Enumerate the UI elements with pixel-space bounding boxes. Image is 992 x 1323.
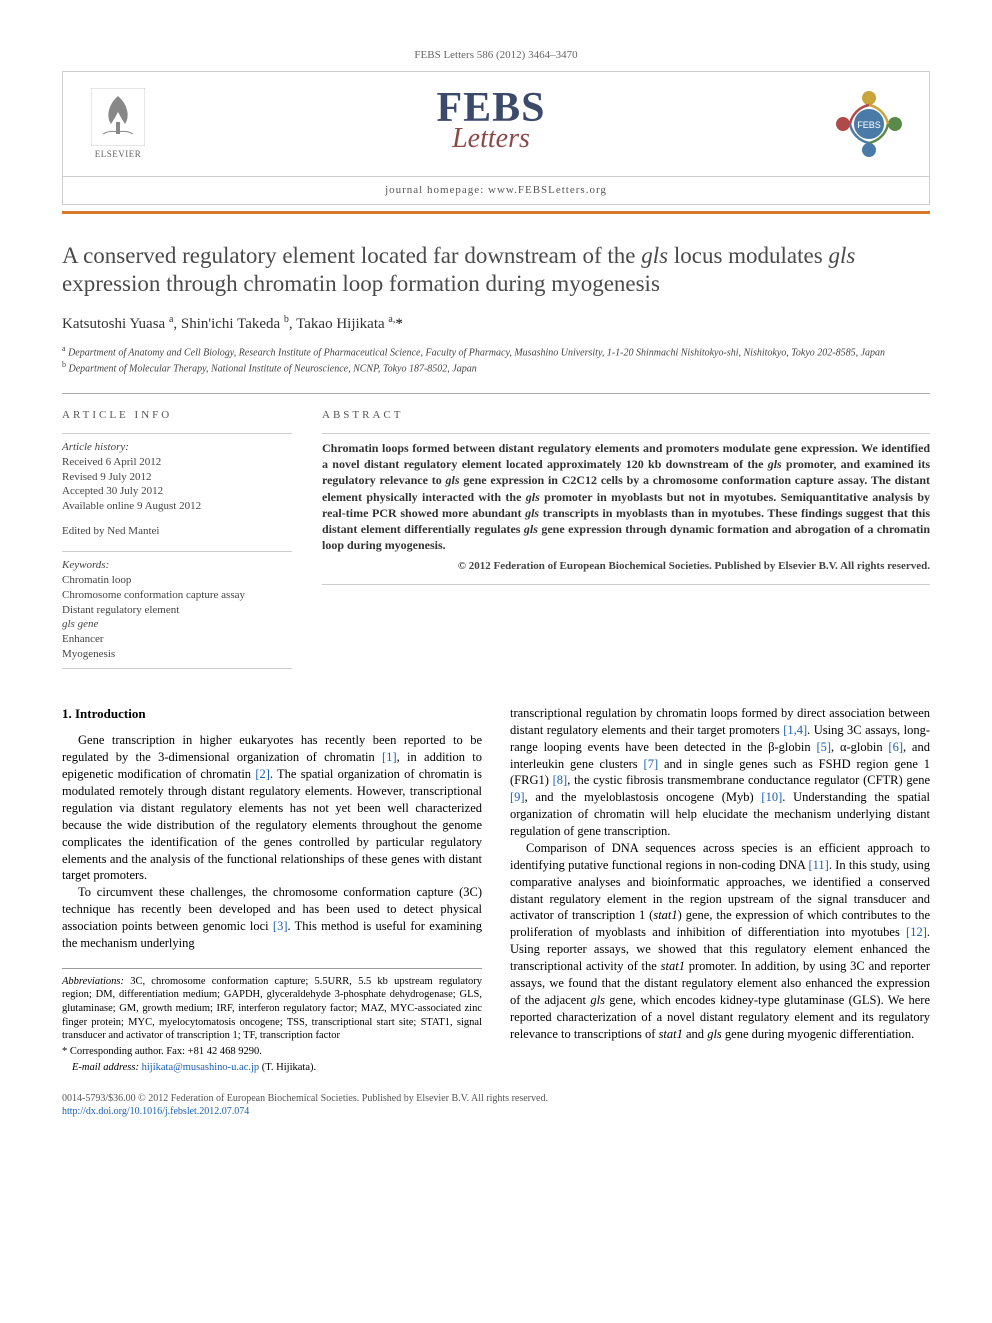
title-text-2: locus modulates xyxy=(668,243,828,268)
keywords-block: Keywords: Chromatin loop Chromosome conf… xyxy=(62,551,292,669)
keyword-item: gls gene xyxy=(62,617,292,632)
abbrev-label: Abbreviations: xyxy=(62,976,124,987)
journal-reference: FEBS Letters 586 (2012) 3464–3470 xyxy=(62,48,930,63)
history-label: Article history: xyxy=(62,440,292,455)
febs-logo: FEBS Letters xyxy=(436,90,545,158)
section-1-heading: 1. Introduction xyxy=(62,705,482,723)
abs-g4: gls xyxy=(524,522,538,536)
intro-para-4: Comparison of DNA sequences across speci… xyxy=(510,840,930,1043)
corresponding-author: * Corresponding author. Fax: +81 42 468 … xyxy=(62,1045,482,1059)
svg-text:FEBS: FEBS xyxy=(857,120,881,130)
title-text-3: expression through chromatin loop format… xyxy=(62,271,660,296)
keywords-label: Keywords: xyxy=(62,558,292,573)
abstract-copyright: © 2012 Federation of European Biochemica… xyxy=(322,559,930,574)
affiliation-a-text: Department of Anatomy and Cell Biology, … xyxy=(68,348,885,359)
body-columns: 1. Introduction Gene transcription in hi… xyxy=(62,705,930,1074)
abs-g1: gls xyxy=(446,473,460,487)
footnotes: Abbreviations: 3C, chromosome conformati… xyxy=(62,968,482,1074)
intro-para-1: Gene transcription in higher eukaryotes … xyxy=(62,732,482,884)
edited-by: Edited by Ned Mantei xyxy=(62,524,292,539)
society-circle-icon: FEBS xyxy=(831,86,907,162)
info-abstract-row: ARTICLE INFO Article history: Received 6… xyxy=(62,393,930,681)
header-top-row: ELSEVIER FEBS Letters FEBS xyxy=(63,72,929,176)
history-revised: Revised 9 July 2012 xyxy=(62,470,292,485)
title-text-1: A conserved regulatory element located f… xyxy=(62,243,641,268)
email-line: E-mail address: hijikata@musashino-u.ac.… xyxy=(62,1061,482,1075)
keyword-item: Enhancer xyxy=(62,632,292,647)
orange-rule xyxy=(62,211,930,214)
elsevier-tree-icon xyxy=(91,88,145,146)
abbrev-text: 3C, chromosome conformation capture; 5.5… xyxy=(62,976,482,1042)
abstract-text: Chromatin loops formed between distant r… xyxy=(322,433,930,585)
affiliation-a: a Department of Anatomy and Cell Biology… xyxy=(62,344,930,359)
journal-header: ELSEVIER FEBS Letters FEBS xyxy=(62,71,930,205)
history-online: Available online 9 August 2012 xyxy=(62,499,292,514)
abs-g2: gls xyxy=(526,490,540,504)
abstract-column: ABSTRACT Chromatin loops formed between … xyxy=(322,408,930,681)
abs-g3: gls xyxy=(525,506,539,520)
history-accepted: Accepted 30 July 2012 xyxy=(62,484,292,499)
title-gene-2: gls xyxy=(828,243,855,268)
article-info-column: ARTICLE INFO Article history: Received 6… xyxy=(62,408,292,681)
footer-bar: 0014-5793/$36.00 © 2012 Federation of Eu… xyxy=(62,1092,930,1118)
article-history-block: Article history: Received 6 April 2012 R… xyxy=(62,433,292,539)
elsevier-label: ELSEVIER xyxy=(95,148,142,160)
homepage-bar: journal homepage: www.FEBSLetters.org xyxy=(63,176,929,204)
keyword-item: Chromatin loop xyxy=(62,573,292,588)
abbreviations: Abbreviations: 3C, chromosome conformati… xyxy=(62,975,482,1043)
abstract-heading: ABSTRACT xyxy=(322,408,930,423)
right-column: transcriptional regulation by chromatin … xyxy=(510,705,930,1074)
email-link[interactable]: hijikata@musashino-u.ac.jp xyxy=(142,1062,260,1073)
email-label: E-mail address: xyxy=(72,1062,139,1073)
page-container: FEBS Letters 586 (2012) 3464–3470 ELSEVI… xyxy=(0,0,992,1158)
keyword-item: Distant regulatory element xyxy=(62,603,292,618)
abs-g0: gls xyxy=(768,457,782,471)
article-info-heading: ARTICLE INFO xyxy=(62,408,292,423)
affiliations: a Department of Anatomy and Cell Biology… xyxy=(62,344,930,375)
article-title: A conserved regulatory element located f… xyxy=(62,242,930,300)
affiliation-b: b Department of Molecular Therapy, Natio… xyxy=(62,360,930,375)
keyword-item: Myogenesis xyxy=(62,647,292,662)
keyword-item: Chromosome conformation capture assay xyxy=(62,588,292,603)
email-suffix: (T. Hijikata). xyxy=(259,1062,316,1073)
footer-doi-link[interactable]: http://dx.doi.org/10.1016/j.febslet.2012… xyxy=(62,1106,249,1117)
keyword-gene: gls gene xyxy=(62,618,98,630)
intro-para-2: To circumvent these challenges, the chro… xyxy=(62,884,482,952)
authors-line: Katsutoshi Yuasa a, Shin'ichi Takeda b, … xyxy=(62,313,930,334)
affiliation-b-text: Department of Molecular Therapy, Nationa… xyxy=(69,363,477,374)
history-received: Received 6 April 2012 xyxy=(62,455,292,470)
left-column: 1. Introduction Gene transcription in hi… xyxy=(62,705,482,1074)
footer-issn: 0014-5793/$36.00 © 2012 Federation of Eu… xyxy=(62,1092,930,1105)
elsevier-logo: ELSEVIER xyxy=(83,84,153,164)
title-gene-1: gls xyxy=(641,243,668,268)
society-logo: FEBS xyxy=(829,84,909,164)
febs-sub-text: Letters xyxy=(436,120,545,158)
intro-para-3: transcriptional regulation by chromatin … xyxy=(510,705,930,840)
